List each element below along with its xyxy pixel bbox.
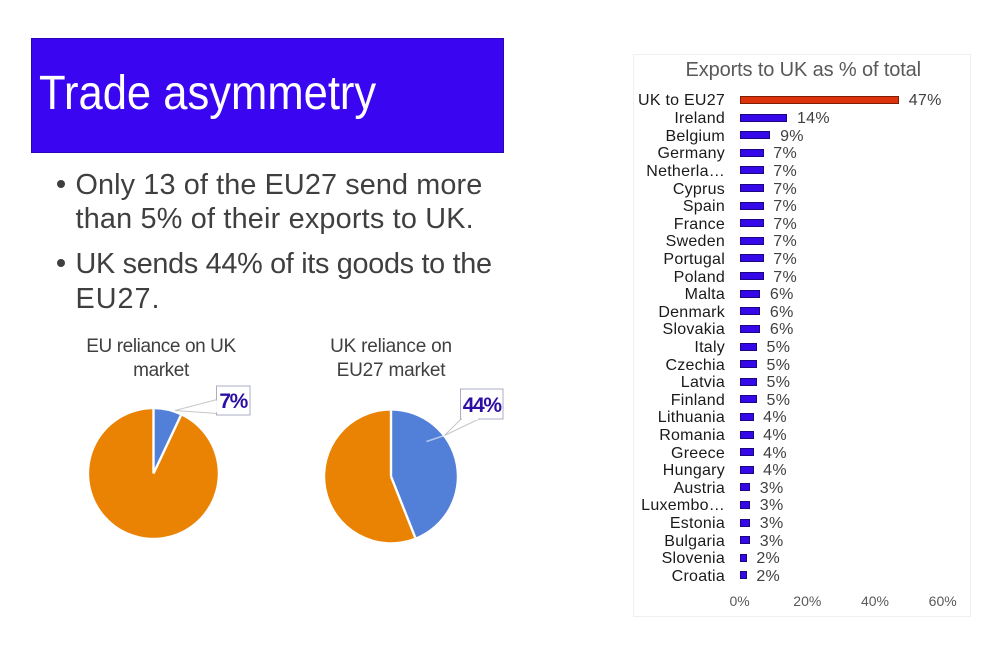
svg-text:7%: 7% [219, 390, 248, 413]
svg-text:44%: 44% [463, 394, 503, 417]
